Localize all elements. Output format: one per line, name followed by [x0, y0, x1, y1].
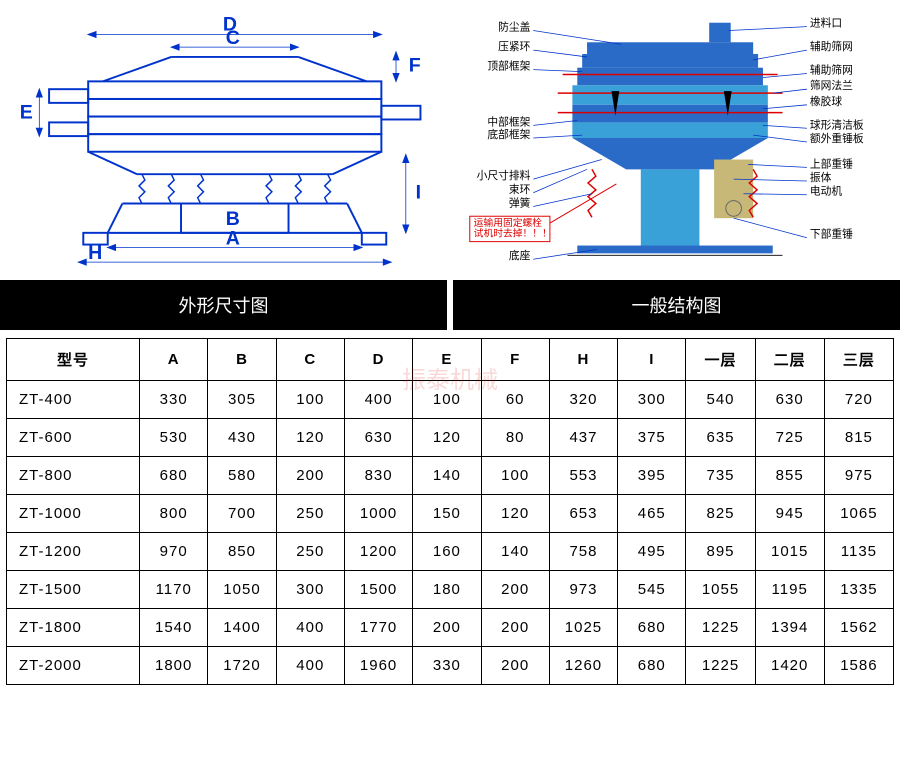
svg-text:筛网法兰: 筛网法兰: [810, 79, 853, 92]
svg-text:上部重锤: 上部重锤: [810, 157, 853, 170]
col-F: F: [481, 339, 549, 381]
col-B: B: [208, 339, 276, 381]
table-row: ZT-1800154014004001770200200102568012251…: [7, 609, 894, 647]
diagrams-row: D C F E: [0, 0, 900, 280]
svg-text:进料口: 进料口: [810, 17, 842, 30]
col-H: H: [549, 339, 617, 381]
svg-text:中部框架: 中部框架: [487, 115, 530, 128]
col-二层: 二层: [755, 339, 824, 381]
spec-table: 型号ABCDEFHI一层二层三层 ZT-40033030510040010060…: [6, 338, 894, 685]
svg-text:底座: 底座: [509, 249, 531, 262]
svg-text:辅助筛网: 辅助筛网: [810, 64, 853, 77]
outline-dimension-diagram: D C F E: [0, 0, 450, 280]
table-row: ZT-1000800700250100015012065346582594510…: [7, 495, 894, 533]
table-row: ZT-60053043012063012080437375635725815: [7, 419, 894, 457]
header-structure: 一般结构图: [453, 280, 900, 330]
svg-text:A: A: [226, 228, 240, 250]
svg-text:辅助筛网: 辅助筛网: [810, 40, 853, 53]
structure-diagram: 防尘盖压紧环顶部框架中部框架底部框架小尺寸排料束环弹簧底座 进料口辅助筛网辅助筛…: [450, 0, 900, 280]
table-row: ZT-800680580200830140100553395735855975: [7, 457, 894, 495]
col-D: D: [344, 339, 412, 381]
col-型号: 型号: [7, 339, 140, 381]
svg-text:下部重锤: 下部重锤: [810, 228, 853, 241]
svg-text:压紧环: 压紧环: [498, 41, 531, 53]
svg-text:防尘盖: 防尘盖: [498, 21, 531, 34]
table-row: ZT-1200970850250120016014075849589510151…: [7, 533, 894, 571]
table-row: ZT-2000180017204001960330200126068012251…: [7, 647, 894, 685]
svg-text:试机时去掉！！！: 试机时去掉！！！: [474, 227, 552, 240]
table-row: ZT-1500117010503001500180200973545105511…: [7, 571, 894, 609]
col-A: A: [140, 339, 208, 381]
svg-text:振体: 振体: [810, 171, 832, 184]
svg-text:额外重锤板: 额外重锤板: [810, 132, 864, 145]
svg-text:F: F: [409, 55, 421, 77]
section-headers: 外形尺寸图 一般结构图: [0, 280, 900, 330]
svg-text:束环: 束环: [509, 184, 531, 196]
col-I: I: [618, 339, 686, 381]
table-row: ZT-40033030510040010060320300540630720: [7, 381, 894, 419]
svg-text:橡胶球: 橡胶球: [810, 95, 843, 108]
svg-text:E: E: [20, 102, 33, 124]
svg-text:底部框架: 底部框架: [487, 128, 530, 141]
header-outline: 外形尺寸图: [0, 280, 447, 330]
svg-text:小尺寸排料: 小尺寸排料: [477, 169, 531, 182]
svg-text:电动机: 电动机: [810, 185, 843, 198]
col-一层: 一层: [686, 339, 755, 381]
svg-text:I: I: [416, 182, 421, 204]
svg-text:运输用固定螺栓: 运输用固定螺栓: [474, 216, 543, 229]
col-C: C: [276, 339, 344, 381]
spec-table-wrap: 振泰机械 型号ABCDEFHI一层二层三层 ZT-400330305100400…: [0, 330, 900, 693]
svg-text:顶部框架: 顶部框架: [487, 60, 530, 73]
col-E: E: [413, 339, 481, 381]
col-三层: 三层: [824, 339, 893, 381]
svg-text:球形清洁板: 球形清洁板: [810, 118, 864, 131]
svg-text:C: C: [226, 27, 240, 49]
svg-text:弹簧: 弹簧: [509, 196, 531, 209]
